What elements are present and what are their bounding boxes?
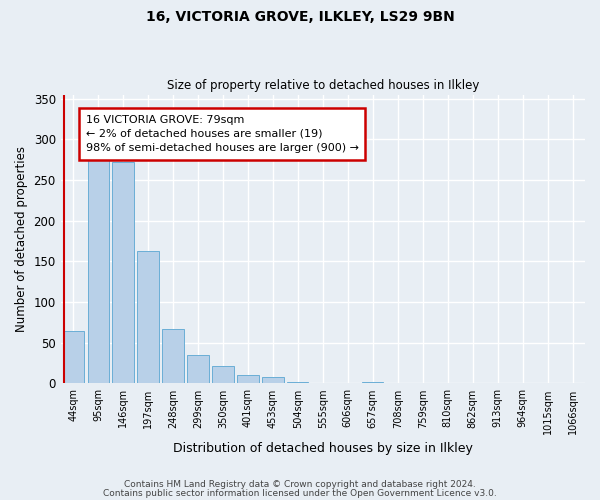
X-axis label: Distribution of detached houses by size in Ilkley: Distribution of detached houses by size … — [173, 442, 473, 455]
Title: Size of property relative to detached houses in Ilkley: Size of property relative to detached ho… — [167, 79, 479, 92]
Bar — [287, 382, 308, 384]
Bar — [262, 377, 284, 384]
Text: 16, VICTORIA GROVE, ILKLEY, LS29 9BN: 16, VICTORIA GROVE, ILKLEY, LS29 9BN — [146, 10, 454, 24]
Bar — [163, 329, 184, 384]
Bar — [562, 382, 583, 384]
Bar — [312, 382, 334, 384]
Bar — [137, 251, 158, 384]
Bar — [88, 154, 109, 384]
Text: Contains HM Land Registry data © Crown copyright and database right 2024.: Contains HM Land Registry data © Crown c… — [124, 480, 476, 489]
Bar — [238, 376, 259, 384]
Bar — [212, 366, 233, 384]
Bar — [362, 382, 383, 384]
Bar — [512, 382, 533, 384]
Bar — [112, 162, 134, 384]
Text: 16 VICTORIA GROVE: 79sqm
← 2% of detached houses are smaller (19)
98% of semi-de: 16 VICTORIA GROVE: 79sqm ← 2% of detache… — [86, 115, 359, 153]
Y-axis label: Number of detached properties: Number of detached properties — [15, 146, 28, 332]
Bar — [412, 382, 433, 384]
Bar — [62, 330, 84, 384]
Text: Contains public sector information licensed under the Open Government Licence v3: Contains public sector information licen… — [103, 488, 497, 498]
Bar — [187, 355, 209, 384]
